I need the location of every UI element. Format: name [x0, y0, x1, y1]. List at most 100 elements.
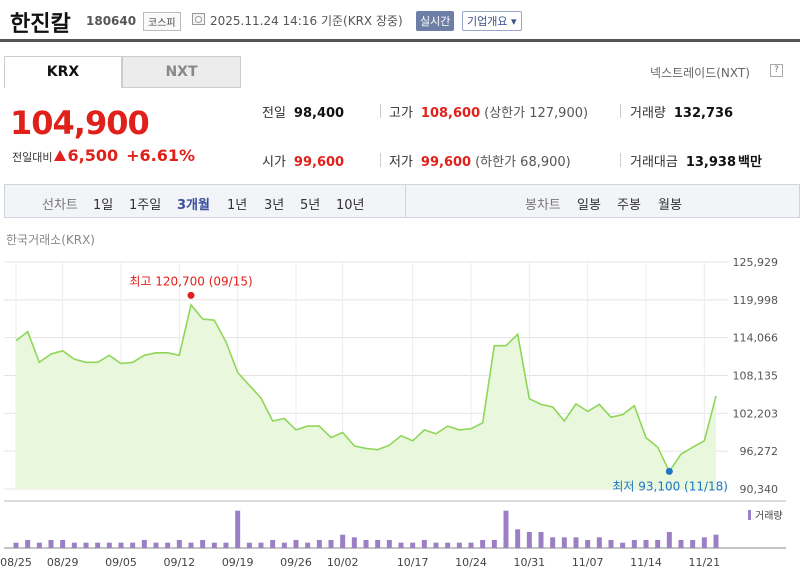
realtime-button[interactable]: 실시간 — [416, 11, 455, 31]
volume-bar — [678, 540, 684, 548]
period-1w[interactable]: 1주일 — [129, 198, 162, 213]
volume-bar — [690, 540, 696, 548]
divider — [380, 104, 381, 118]
period-3m[interactable]: 3개월 — [177, 198, 210, 213]
low-value: 99,600 — [420, 155, 472, 170]
volume-bar — [666, 532, 672, 548]
prev-label: 전일 — [262, 106, 286, 121]
period-5y[interactable]: 5년 — [300, 198, 321, 213]
line-chart-label: 선차트 — [42, 198, 78, 213]
volume-bar — [631, 540, 637, 548]
volume-legend-swatch — [748, 510, 751, 520]
volume-bar — [305, 542, 311, 548]
volume-bar — [433, 542, 439, 548]
quote-datetime: 2025.11.24 14:16 기준(KRX 장중) — [210, 12, 403, 29]
stat-high: 고가 108,600 (상한가 127,900) — [389, 102, 588, 121]
volume-bar — [293, 540, 299, 548]
volume-bar — [468, 542, 474, 548]
volume-bar — [141, 540, 147, 548]
stat-prev: 전일 98,400 — [262, 102, 344, 121]
low-label: 최저 93,100 (11/18) — [612, 479, 728, 493]
change-percent: +6.61% — [126, 146, 196, 165]
period-1y[interactable]: 1년 — [227, 198, 248, 213]
volume-bar — [620, 542, 626, 548]
y-tick-label: 108,135 — [733, 369, 779, 382]
market-badge: 코스피 — [143, 12, 181, 31]
volume-bar — [363, 540, 369, 548]
volume-bar — [596, 537, 602, 548]
volume-bar — [118, 542, 124, 548]
volume-bar — [13, 542, 19, 548]
volume-bar — [165, 542, 171, 548]
volume-bar — [281, 542, 287, 548]
x-tick-label: 10/02 — [327, 556, 359, 569]
period-10y[interactable]: 10년 — [336, 198, 365, 213]
company-overview-button[interactable]: 기업개요 ▾ — [462, 11, 522, 31]
volume-bar — [211, 542, 217, 548]
amount-unit: 백만 — [738, 155, 762, 170]
volume-bar — [258, 542, 264, 548]
volume-bar — [445, 542, 451, 548]
volume-bar — [655, 540, 661, 548]
x-tick-label: 09/26 — [280, 556, 312, 569]
volume-bar — [60, 540, 66, 548]
volume-legend-label: 거래량 — [755, 510, 783, 522]
volume-bar — [153, 542, 159, 548]
divider — [380, 153, 381, 167]
chart-source: 한국거래소(KRX) — [6, 233, 95, 247]
volume-bar — [375, 540, 381, 548]
x-tick-label: 10/17 — [397, 556, 429, 569]
volume-bar — [316, 540, 322, 548]
tab-krx[interactable]: KRX — [4, 56, 122, 88]
candle-monthly[interactable]: 월봉 — [658, 198, 682, 213]
volume-bar — [223, 542, 229, 548]
volume-bar — [561, 537, 567, 548]
volume-bar — [526, 532, 532, 548]
y-tick-label: 96,272 — [740, 445, 779, 458]
stat-open: 시가 99,600 — [262, 151, 344, 170]
volume-bar — [270, 540, 276, 548]
datetime-basis: 기준(KRX 장중) — [320, 14, 403, 28]
candle-weekly[interactable]: 주봉 — [617, 198, 641, 213]
x-tick-label: 08/25 — [0, 556, 32, 569]
stock-name: 한진칼 — [10, 12, 71, 37]
low-marker — [665, 467, 673, 475]
volume-bar — [701, 537, 707, 548]
volume-bar — [176, 540, 182, 548]
stat-amount: 거래대금 13,938 백만 — [630, 151, 762, 170]
volume-bar — [480, 540, 486, 548]
x-tick-label: 08/29 — [47, 556, 79, 569]
volume-bar — [351, 537, 357, 548]
x-tick-label: 10/24 — [455, 556, 487, 569]
volume-bar — [36, 542, 42, 548]
price-line — [15, 303, 717, 473]
volume-bar — [573, 537, 579, 548]
x-tick-label: 11/07 — [572, 556, 604, 569]
volume-bar — [515, 529, 521, 548]
tab-nxt[interactable]: NXT — [122, 56, 241, 88]
volume-bar — [456, 542, 462, 548]
high-marker — [187, 291, 195, 299]
nxt-link[interactable]: 넥스트레이드(NXT) — [650, 66, 750, 80]
up-triangle-icon — [54, 150, 67, 161]
divider — [405, 185, 406, 217]
help-icon[interactable]: ? — [770, 64, 783, 77]
volume-bar — [421, 540, 427, 548]
open-label: 시가 — [262, 155, 286, 170]
volume-bar — [130, 542, 136, 548]
volume-bar — [643, 540, 649, 548]
amount-value: 13,938 — [685, 155, 737, 170]
candle-daily[interactable]: 일봉 — [577, 198, 601, 213]
period-3y[interactable]: 3년 — [264, 198, 285, 213]
stat-low: 저가 99,600 (하한가 68,900) — [389, 151, 571, 170]
open-value: 99,600 — [293, 155, 345, 170]
period-1d[interactable]: 1일 — [93, 198, 114, 213]
volume-bar — [538, 532, 544, 548]
volume-bar — [608, 540, 614, 548]
volume-bar — [585, 540, 591, 548]
candle-chart-label: 봉차트 — [525, 198, 561, 213]
amount-label: 거래대금 — [630, 155, 678, 170]
y-tick-label: 102,203 — [733, 407, 779, 420]
y-tick-label: 90,340 — [740, 483, 779, 496]
